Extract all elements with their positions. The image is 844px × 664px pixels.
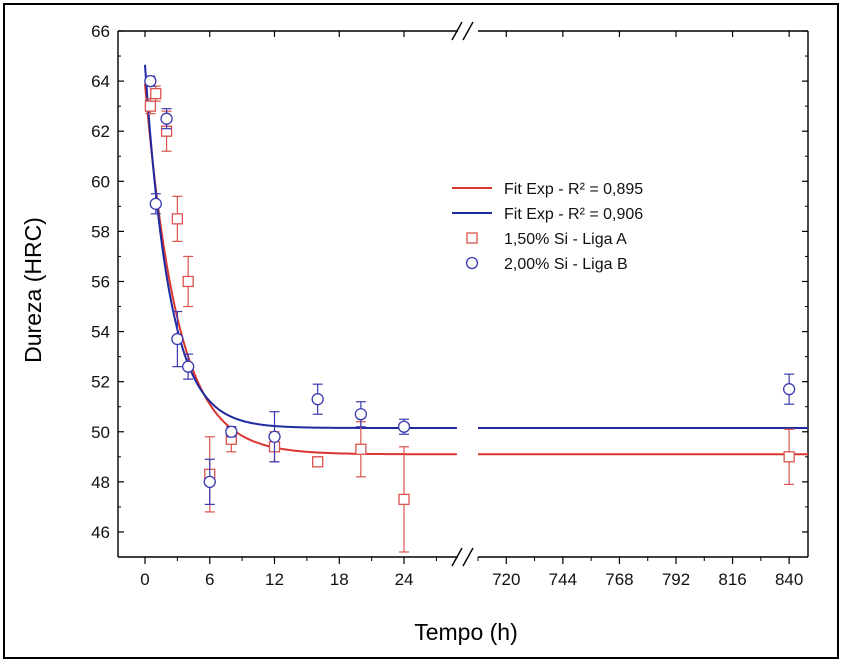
- data-point-square: [171, 213, 184, 225]
- y-tick-label: 66: [91, 22, 110, 41]
- y-axis-title: Dureza (HRC): [20, 217, 46, 363]
- plot-area: 46 48 50 52 54 56 58 60 62 64 66 0 6 12 18 24 720 744 768 7…: [91, 21, 809, 589]
- x-tick-label: 6: [205, 570, 214, 589]
- legend-label: Fit Exp - R² = 0,906: [504, 206, 643, 223]
- y-tick-label: 60: [91, 172, 110, 191]
- data-point-square: [182, 275, 194, 288]
- x-tick-label: 840: [775, 570, 803, 589]
- data-point-square: [144, 100, 157, 112]
- axis-break-mark: [451, 21, 463, 41]
- y-tick-label: 58: [91, 222, 110, 241]
- y-tick-label: 52: [91, 373, 110, 392]
- data-point-square: [783, 451, 795, 463]
- data-point-circle: [182, 360, 195, 373]
- x-tick-label: 18: [330, 570, 349, 589]
- legend-label: Fit Exp - R² = 0,895: [504, 181, 643, 198]
- x-axis-title: Tempo (h): [414, 619, 518, 645]
- legend-label: 1,50% Si - Liga A: [504, 231, 627, 248]
- chart-frame: [3, 3, 839, 659]
- data-point-square: [312, 456, 324, 468]
- legend-label: 2,00% Si - Liga B: [504, 256, 628, 273]
- axis-break-mark: [451, 547, 463, 567]
- data-point-circle: [354, 408, 368, 421]
- y-tick-label: 56: [91, 272, 110, 291]
- legend-circle-marker: [465, 256, 479, 270]
- fit-curve-2-segment-1: [143, 64, 457, 429]
- axis-break-mark: [462, 21, 474, 41]
- data-point-circle: [268, 430, 281, 443]
- data-point-circle: [203, 475, 216, 489]
- x-tick-label: 0: [140, 570, 149, 589]
- axis-break-mark: [462, 547, 474, 567]
- x-tick-label: 744: [549, 570, 577, 589]
- y-tick-label: 54: [91, 323, 110, 342]
- data-point-square: [355, 443, 367, 455]
- y-tick-label: 64: [91, 72, 110, 91]
- legend-square-marker: [466, 232, 478, 244]
- data-point-square: [398, 493, 410, 506]
- x-tick-label: 720: [492, 570, 520, 589]
- x-tick-label: 24: [395, 570, 414, 589]
- data-point-circle: [225, 425, 238, 438]
- x-tick-label: 816: [718, 570, 746, 589]
- y-tick-label: 50: [91, 423, 110, 442]
- y-tick-label: 46: [91, 523, 110, 542]
- fit-curve-1-segment-1: [143, 83, 457, 456]
- data-point-square: [150, 87, 162, 100]
- data-point-circle: [144, 74, 157, 88]
- data-point-circle: [311, 393, 324, 406]
- data-point-circle: [149, 197, 162, 210]
- data-point-circle: [782, 383, 796, 396]
- y-tick-label: 62: [91, 122, 110, 141]
- y-tick-label: 48: [91, 473, 110, 492]
- data-point-circle: [397, 420, 411, 433]
- data-point-circle: [160, 112, 173, 125]
- x-tick-label: 768: [605, 570, 633, 589]
- data-point-circle: [171, 332, 184, 346]
- x-tick-label: 12: [265, 570, 284, 589]
- x-tick-label: 792: [662, 570, 690, 589]
